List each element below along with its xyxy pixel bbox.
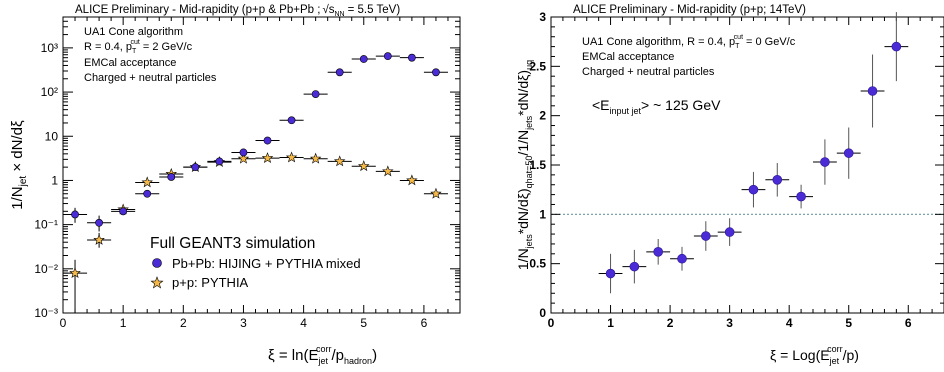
- left-x-axis-label: ξ = ln(Ejetcorr/phadron): [268, 344, 377, 366]
- ratio-point: [605, 268, 616, 279]
- left-chart: ALICE Preliminary - Mid-rapidity (p+p & …: [9, 3, 461, 366]
- pp-point: [309, 152, 322, 164]
- pbpb-point: [191, 163, 200, 172]
- pp-point: [358, 160, 370, 172]
- left-x-tick-label: 0: [60, 316, 67, 330]
- left-info-box: UA1 Cone algorithm R = 0.4, pTcut = 2 GeV…: [84, 26, 217, 84]
- left-info-line-1: UA1 Cone algorithm: [84, 26, 183, 38]
- pbpb-point: [95, 218, 103, 227]
- right-y-tick-label: 0.5: [529, 257, 546, 271]
- pp-point: [141, 176, 153, 188]
- pp-point: [261, 152, 274, 164]
- left-x-tick-label: 1: [120, 316, 127, 330]
- left-info-line-3: EMCal acceptance: [84, 57, 176, 69]
- right-info-line-2: EMCal acceptance: [582, 51, 674, 63]
- pbpb-point: [287, 116, 296, 125]
- left-y-tick-label: 10⁻²: [34, 262, 58, 276]
- left-x-tick-label: 4: [300, 316, 307, 330]
- right-axis-ticks: 0 1 2 3 4 5 6 0 0.5 1 1.5 2 2.5 3: [529, 10, 944, 330]
- right-data-marks: [598, 12, 909, 294]
- left-y-tick-label: 10²: [41, 85, 58, 99]
- legend-pp-label: p+p: PYTHIA: [172, 275, 249, 290]
- right-x-axis-label: ξ = Log(Ejetcorr/p): [770, 344, 859, 366]
- legend-pbpb-label: Pb+Pb: HIJING + PYTHIA mixed: [172, 256, 361, 271]
- ratio-point: [653, 247, 663, 257]
- pp-point: [69, 267, 81, 278]
- pp-point: [430, 187, 442, 199]
- legend-pp-marker: [150, 276, 164, 289]
- pbpb-point: [335, 68, 344, 77]
- ratio-point: [820, 157, 830, 167]
- pbpb-point: [432, 68, 440, 77]
- pp-point: [93, 233, 105, 245]
- pbpb-point: [311, 90, 320, 98]
- left-x-tick-label: 2: [180, 316, 187, 330]
- pbpb-point: [119, 207, 128, 216]
- pp-point: [237, 152, 250, 164]
- left-info-line-2: R = 0.4, pTcut = 2 GeV/c: [84, 39, 193, 55]
- right-y-axis-label: 1/Njets*dN/dξ)qhat=50/1/Njets*dN/dξ)uq: [515, 60, 534, 270]
- legend-title: Full GEANT3 simulation: [150, 235, 315, 252]
- left-chart-title: ALICE Preliminary - Mid-rapidity (p+p & …: [75, 3, 400, 18]
- right-y-tick-label: 1.5: [529, 158, 546, 172]
- left-data-marks: [63, 52, 448, 313]
- left-info-line-4: Charged + neutral particles: [84, 72, 217, 84]
- ratio-point: [724, 227, 735, 237]
- ratio-point: [843, 148, 854, 158]
- right-x-tick-label: 5: [845, 316, 852, 330]
- ratio-point: [867, 86, 878, 96]
- left-y-tick-label: 10: [45, 129, 59, 143]
- right-y-tick-label: 1: [539, 207, 546, 221]
- left-y-tick-label: 10⁻¹: [34, 218, 58, 232]
- ratio-point: [796, 191, 806, 202]
- left-x-tick-label: 5: [360, 316, 367, 330]
- pbpb-point: [383, 52, 392, 61]
- left-axis-ticks: 0 1 2 3 4 5 6 10⁻³ 10⁻² 10⁻¹ 1 10 10² 10³: [34, 16, 461, 330]
- left-y-tick-label: 10³: [41, 41, 58, 55]
- right-x-tick-label: 3: [726, 316, 733, 330]
- ratio-point: [629, 261, 640, 272]
- right-chart: ALICE Preliminary - Mid-rapidity (p+p; 1…: [515, 4, 944, 366]
- right-x-tick-label: 6: [905, 316, 912, 330]
- pp-point: [382, 165, 394, 177]
- pp-point: [285, 151, 298, 163]
- left-legend: Full GEANT3 simulation Pb+Pb: HIJING + P…: [150, 235, 361, 290]
- pbpb-point: [215, 157, 224, 166]
- left-y-tick-label: 1: [51, 173, 58, 187]
- pbpb-point: [359, 55, 368, 63]
- right-info-line-3: Charged + neutral particles: [582, 66, 715, 78]
- right-info-line-1: UA1 Cone algorithm, R = 0.4, pTcut = 0 Ge…: [582, 34, 796, 50]
- right-y-tick-label: 2.5: [529, 59, 546, 73]
- pbpb-point: [407, 53, 416, 62]
- left-y-tick-label: 10⁻³: [34, 306, 58, 320]
- pbpb-point: [239, 148, 248, 157]
- right-y-tick-label: 2: [539, 109, 546, 123]
- left-x-tick-label: 6: [421, 316, 428, 330]
- ratio-point: [772, 175, 783, 185]
- ratio-point: [701, 231, 711, 241]
- right-chart-title: ALICE Preliminary - Mid-rapidity (p+p; 1…: [573, 4, 806, 16]
- pp-point: [406, 174, 418, 186]
- right-x-tick-label: 2: [667, 316, 674, 330]
- pbpb-point: [263, 136, 272, 145]
- right-y-tick-label: 3: [539, 10, 546, 24]
- right-annotation: <Einput jet> ~ 125 GeV: [592, 97, 721, 116]
- right-x-tick-label: 4: [786, 316, 793, 330]
- pbpb-point: [167, 173, 176, 181]
- right-x-tick-label: 1: [607, 316, 614, 330]
- right-y-tick-label: 0: [539, 306, 546, 320]
- pbpb-point: [143, 189, 152, 198]
- pp-point: [333, 155, 346, 167]
- ratio-point: [748, 184, 759, 195]
- left-plot-frame: [62, 16, 461, 314]
- legend-pbpb-marker: [152, 258, 162, 268]
- pbpb-point: [71, 210, 79, 219]
- left-y-axis-label: 1/Njet × dN/dξ: [9, 120, 29, 210]
- right-info-box: UA1 Cone algorithm, R = 0.4, pTcut = 0 Ge…: [582, 34, 796, 78]
- ratio-point: [891, 41, 902, 52]
- right-x-tick-label: 0: [548, 316, 555, 330]
- ratio-point: [677, 253, 687, 264]
- left-x-tick-label: 3: [240, 316, 247, 330]
